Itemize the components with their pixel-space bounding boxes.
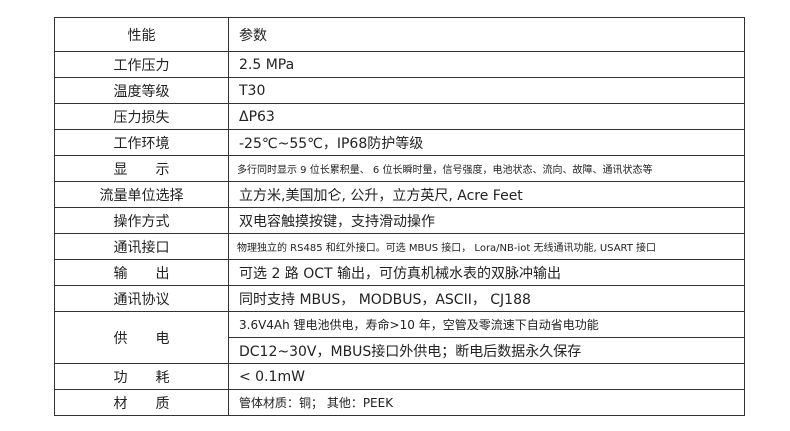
row-key: 工作环境	[54, 129, 229, 156]
row-value: 管体材质：铜； 其他：PEEK	[228, 389, 745, 416]
row-value: 2.5 MPa	[228, 51, 745, 78]
table-row: 流量单位选择 立方米,美国加仑, 公升，立方英尺, Acre Feet	[54, 181, 745, 208]
header-key: 性能	[54, 17, 229, 52]
row-key: 显示	[54, 155, 229, 182]
row-value: -25℃~55℃，IP68防护等级	[228, 129, 745, 156]
row-value: 可选 2 路 OCT 输出，可仿真机械水表的双脉冲输出	[228, 259, 745, 286]
table-row: 输出 可选 2 路 OCT 输出，可仿真机械水表的双脉冲输出	[54, 259, 745, 286]
row-value: T30	[228, 77, 745, 104]
row-key: 供电	[54, 311, 229, 364]
spec-table: 性能 参数 工作压力 2.5 MPa 温度等级 T30 压力损失 ΔP63 工作环境 -…	[54, 17, 745, 416]
table-row: 通讯协议 同时支持 MBUS， MODBUS，ASCII， CJ188	[54, 285, 745, 312]
row-key: 流量单位选择	[54, 181, 229, 208]
row-key: 材质	[54, 389, 229, 416]
row-value: 3.6V4Ah 锂电池供电，寿命>10 年，空管及零流速下自动省电功能	[228, 311, 745, 338]
row-key: 通讯协议	[54, 285, 229, 312]
row-value: < 0.1mW	[228, 363, 745, 390]
row-key: 压力损失	[54, 103, 229, 130]
row-value: 同时支持 MBUS， MODBUS，ASCII， CJ188	[228, 285, 745, 312]
table-row: 工作压力 2.5 MPa	[54, 51, 745, 78]
row-value: 双电容触摸按键，支持滑动操作	[228, 207, 745, 234]
row-value: 多行同时显示 9 位长累积量、 6 位长瞬时量，信号强度，电池状态、流向、故障、…	[228, 155, 745, 182]
row-value: DC12~30V，MBUS接口外供电；断电后数据永久保存	[228, 337, 745, 364]
table-row: 压力损失 ΔP63	[54, 103, 745, 130]
row-value: 立方米,美国加仑, 公升，立方英尺, Acre Feet	[228, 181, 745, 208]
row-key: 输出	[54, 259, 229, 286]
table-row: 功耗 < 0.1mW	[54, 363, 745, 390]
table-row: 通讯接口 物理独立的 RS485 和红外接口。可选 MBUS 接口， Lora/N…	[54, 233, 745, 260]
header-value: 参数	[228, 17, 745, 52]
table-row: DC12~30V，MBUS接口外供电；断电后数据永久保存	[55, 337, 745, 364]
table-header-row: 性能 参数	[54, 17, 745, 52]
row-key: 温度等级	[54, 77, 229, 104]
table-row: 材质 管体材质：铜； 其他：PEEK	[54, 389, 745, 416]
table-row: 操作方式 双电容触摸按键，支持滑动操作	[54, 207, 745, 234]
row-key: 通讯接口	[54, 233, 229, 260]
row-key: 功耗	[54, 363, 229, 390]
table-row: 温度等级 T30	[54, 77, 745, 104]
table-row: 供电 3.6V4Ah 锂电池供电，寿命>10 年，空管及零流速下自动省电功能	[54, 311, 745, 364]
row-key: 工作压力	[54, 51, 229, 78]
row-key: 操作方式	[54, 207, 229, 234]
table-row: 工作环境 -25℃~55℃，IP68防护等级	[54, 129, 745, 156]
table-row: 显示 多行同时显示 9 位长累积量、 6 位长瞬时量，信号强度，电池状态、流向、故…	[54, 155, 745, 182]
row-value: 物理独立的 RS485 和红外接口。可选 MBUS 接口， Lora/NB-io…	[228, 233, 745, 260]
row-value: ΔP63	[228, 103, 745, 130]
